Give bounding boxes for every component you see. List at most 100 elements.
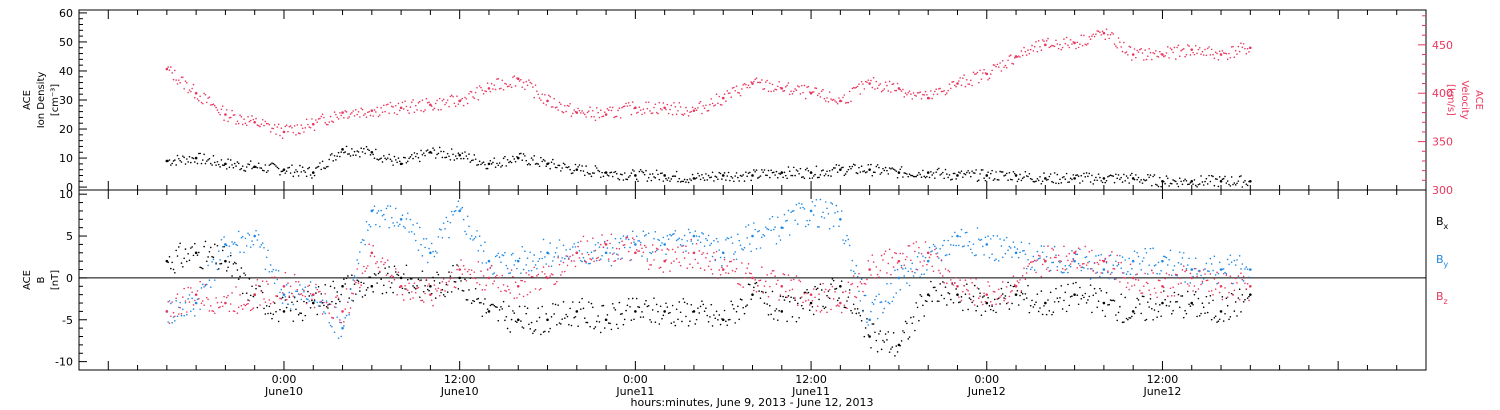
density-point [220,159,223,161]
bx-point [204,240,207,243]
by-point [305,298,308,300]
velocity-point [416,109,418,111]
by-point [661,242,663,244]
bx-point [1007,281,1009,284]
density-point [1009,178,1012,181]
bz-point [1045,268,1048,270]
by-point [645,233,647,236]
by-point [903,275,906,277]
bx-point [268,305,271,308]
velocity-point [956,82,959,85]
bz-point [894,252,896,254]
density-point [1076,174,1079,176]
bx-point [1186,290,1189,293]
by-point [1190,268,1194,271]
density-point [420,149,422,152]
by-point [458,209,461,213]
by-point [550,265,553,268]
bx-point [178,246,180,248]
density-point [987,171,989,173]
by-point [996,235,999,237]
bx-point [1124,296,1126,299]
velocity-point [742,84,744,86]
velocity-point [1208,46,1210,48]
bx-point [926,293,930,296]
by-point [344,316,347,319]
density-point [726,175,729,177]
density-point [755,169,758,171]
velocity-point [558,101,561,104]
velocity-point [902,88,904,91]
by-point [460,208,462,210]
by-point [1025,267,1028,270]
bx-point [928,295,931,297]
by-point [244,237,247,240]
bx-point [536,320,538,322]
bz-point [681,245,683,248]
density-point [928,176,931,179]
bz-point [558,263,561,266]
density-point [570,172,573,175]
density-point [287,167,289,169]
bz-point [1166,295,1169,297]
by-point [1108,277,1111,280]
velocity-point [402,108,405,110]
bx-point [309,306,312,309]
by-point [674,229,677,232]
density-point [638,170,641,173]
bz-point [187,286,189,289]
density-point [907,175,910,178]
by-point [786,219,788,222]
bz-point [695,242,698,245]
velocity-point [707,109,710,112]
velocity-point [552,106,554,108]
bz-point [958,296,960,298]
bx-point [826,294,828,297]
velocity-point [717,102,719,105]
by-point [476,230,478,232]
bz-point [1013,283,1016,286]
bz-point [1017,281,1020,284]
bx-point [767,313,770,316]
velocity-point [376,106,378,109]
by-point [168,300,171,302]
bz-point [1005,286,1008,288]
density-point [1214,178,1217,180]
density-point [625,178,627,181]
velocity-point [1004,64,1007,67]
density-point [494,166,497,168]
by-point [412,223,414,226]
velocity-point [182,76,184,78]
bz-point [757,284,759,287]
density-point [367,148,369,151]
bz-point [687,252,690,254]
bx-point [233,261,236,264]
density-point [309,174,312,176]
density-point [938,167,940,170]
bz-point [564,270,566,273]
by-point [307,298,309,301]
by-point [824,201,827,203]
velocity-point [758,81,760,84]
bz-point [884,250,887,253]
density-point [244,170,247,172]
by-point [209,286,212,288]
by-point [666,234,669,237]
bx-point [1051,313,1053,316]
bz-point [309,292,312,295]
bx-point [573,316,575,319]
bz-point [365,267,368,269]
bz-point [875,266,878,268]
bz-point [554,283,557,285]
bx-point [232,263,235,265]
bx-point [1174,301,1177,303]
velocity-point [424,109,426,111]
bx-point [681,320,683,323]
bz-point [674,251,677,253]
bz-point [904,258,907,261]
bz-point [565,255,567,257]
plasma-plot-area [165,28,1252,188]
by-point [883,307,886,310]
velocity-point [1202,54,1205,56]
density-point [1117,174,1120,176]
